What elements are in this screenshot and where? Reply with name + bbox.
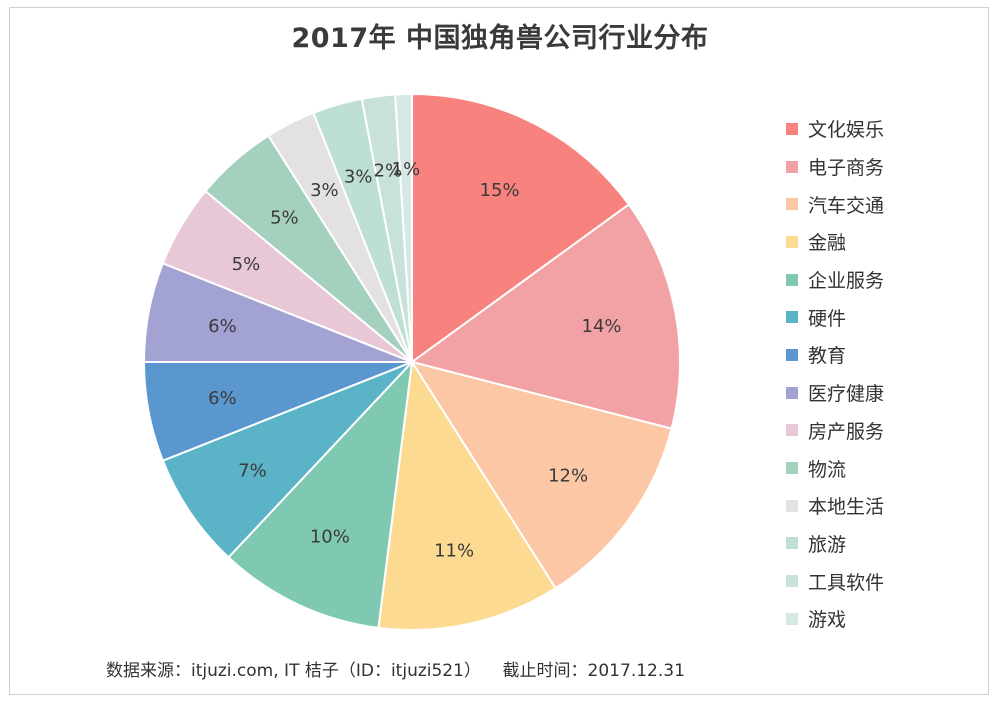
slice-value-label: 1%: [392, 159, 421, 180]
legend-label: 金融: [808, 232, 847, 255]
legend-item: 汽车交通: [786, 185, 884, 223]
pie-slice: [409, 203, 681, 430]
legend-swatch: [786, 348, 798, 361]
pie-slice: [409, 360, 673, 590]
legend-item: 金融: [786, 223, 884, 261]
legend-swatch: [786, 273, 798, 286]
legend-item: 房产服务: [786, 412, 884, 450]
slice-value-label: 10%: [310, 527, 350, 548]
slice-value-label: 2%: [374, 161, 403, 182]
legend-swatch: [786, 386, 798, 399]
slice-value-label: 6%: [208, 316, 237, 337]
chart-title: 2017年 中国独角兽公司行业分布: [291, 23, 709, 54]
legend-label: 医疗健康: [808, 383, 885, 406]
legend-label: 旅游: [808, 533, 847, 556]
legend-swatch: [786, 235, 798, 248]
legend-label: 工具软件: [808, 571, 885, 594]
legend-label: 物流: [808, 458, 847, 481]
legend-swatch: [786, 424, 798, 437]
pie-slice: [227, 359, 414, 630]
legend-item: 物流: [786, 449, 884, 487]
legend-label: 文化娱乐: [808, 119, 885, 142]
legend-item: 企业服务: [786, 261, 884, 299]
slice-value-label: 5%: [232, 254, 261, 275]
legend-item: 电子商务: [786, 148, 884, 186]
legend-item: 硬件: [786, 298, 884, 336]
legend-swatch: [786, 198, 798, 211]
legend-swatch: [786, 612, 798, 625]
slice-value-label: 6%: [208, 388, 237, 409]
legend-label: 电子商务: [808, 157, 885, 180]
legend-swatch: [786, 462, 798, 475]
pie-slice: [411, 92, 631, 364]
legend-swatch: [786, 499, 798, 512]
pie-slice: [394, 92, 413, 363]
slice-value-label: 7%: [238, 460, 267, 481]
legend-item: 本地生活: [786, 487, 884, 525]
legend-item: 文化娱乐: [786, 110, 884, 148]
pie-slice: [161, 361, 413, 559]
legend-label: 游戏: [808, 609, 847, 632]
legend-label: 房产服务: [808, 420, 885, 443]
slice-value-label: 3%: [344, 167, 373, 188]
slice-value-label: 11%: [434, 540, 474, 561]
legend-swatch: [786, 311, 798, 324]
legend-item: 教育: [786, 336, 884, 374]
legend-swatch: [786, 160, 798, 173]
legend-swatch: [786, 122, 798, 135]
slice-value-label: 12%: [548, 465, 588, 486]
legend-item: 医疗健康: [786, 374, 884, 412]
slice-value-label: 5%: [270, 207, 299, 228]
legend-item: 游戏: [786, 600, 884, 638]
chart-legend: 文化娱乐电子商务汽车交通金融企业服务硬件教育医疗健康房产服务物流本地生活旅游工具…: [786, 110, 884, 638]
legend-item: 工具软件: [786, 562, 884, 600]
legend-label: 企业服务: [808, 270, 885, 293]
data-source-note: 数据来源：itjuzi.com, IT 桔子（ID：itjuzi521） 截止时…: [106, 661, 685, 681]
legend-label: 教育: [808, 345, 847, 368]
legend-item: 旅游: [786, 525, 884, 563]
legend-label: 硬件: [808, 307, 847, 330]
legend-swatch: [786, 537, 798, 550]
slice-value-label: 3%: [310, 180, 339, 201]
pie-slice: [377, 359, 557, 631]
legend-swatch: [786, 575, 798, 588]
legend-label: 本地生活: [808, 496, 885, 519]
slice-value-label: 14%: [582, 316, 622, 337]
slice-value-label: 15%: [480, 180, 520, 201]
legend-label: 汽车交通: [808, 194, 885, 217]
